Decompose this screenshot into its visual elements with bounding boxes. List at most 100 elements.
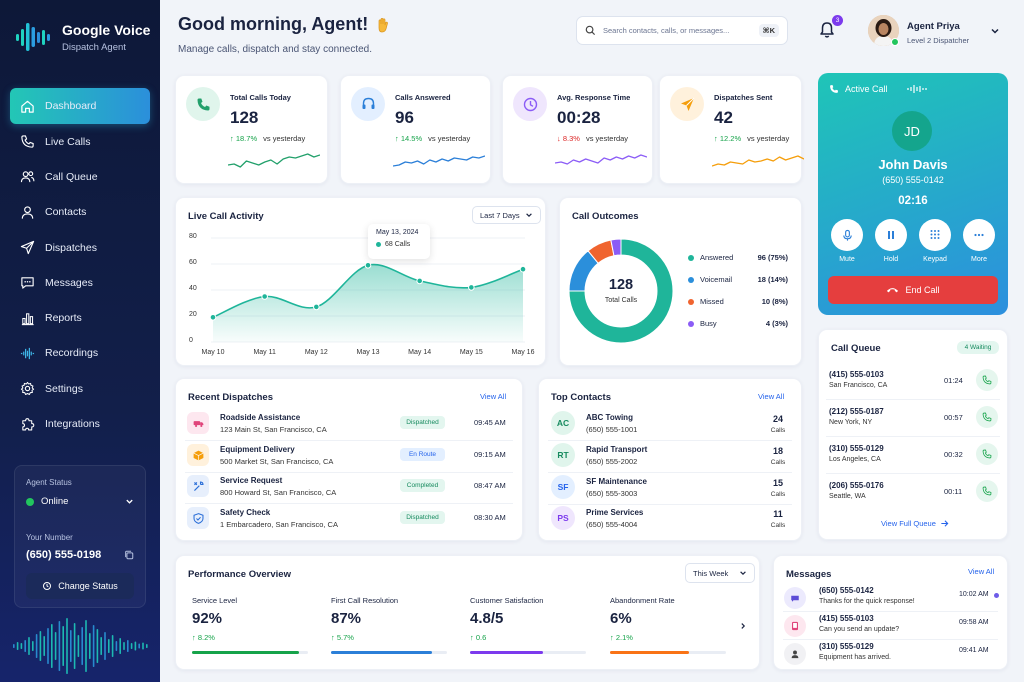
top-contacts-title: Top Contacts xyxy=(551,392,611,403)
contact-name[interactable]: SF Maintenance xyxy=(586,477,647,486)
user-avatar[interactable] xyxy=(868,15,899,46)
mute-label: Mute xyxy=(839,256,855,263)
sidebar-item-recordings[interactable]: Recordings xyxy=(10,336,150,371)
dispatches-view-all-link[interactable]: View All xyxy=(480,392,507,401)
contacts-view-all-link[interactable]: View All xyxy=(758,392,785,401)
package-icon xyxy=(187,444,209,466)
arrow-up-icon: ↑ xyxy=(192,633,198,642)
sidebar-item-dashboard[interactable]: Dashboard xyxy=(10,88,150,124)
notification-bell-icon[interactable] xyxy=(817,20,837,40)
queue-waiting-badge: 4 Waiting xyxy=(957,341,999,354)
message-sender[interactable]: (310) 555-0129 xyxy=(819,642,874,651)
stat-card-dispatches-sent: Dispatches Sent 42 ↑ 12.2% vs yesterday xyxy=(659,75,804,184)
queue-answer-button[interactable] xyxy=(976,369,998,391)
queue-answer-button[interactable] xyxy=(976,406,998,428)
tooltip-dot xyxy=(376,242,381,247)
keypad-button[interactable] xyxy=(919,219,951,251)
mute-button[interactable] xyxy=(831,219,863,251)
brand[interactable]: Google Voice Dispatch Agent xyxy=(14,20,150,54)
stat-card-total-calls-today: Total Calls Today 128 ↑ 18.7% vs yesterday xyxy=(175,75,328,184)
sidebar-item-integrations[interactable]: Integrations xyxy=(10,406,150,441)
x-axis-tick: May 10 xyxy=(201,349,225,356)
chevron-right-icon[interactable] xyxy=(739,622,747,630)
sidebar-item-label: Reports xyxy=(45,312,82,325)
phone-icon xyxy=(830,85,838,93)
donut-slice-busy[interactable] xyxy=(610,238,622,257)
copy-icon[interactable] xyxy=(124,550,134,560)
headset-icon xyxy=(351,87,385,121)
message-time: 09:41 AM xyxy=(959,647,989,654)
truck-icon xyxy=(187,412,209,434)
search-input[interactable] xyxy=(603,26,752,35)
donut-slice-answered[interactable] xyxy=(568,238,674,344)
stat-delta-caption: vs yesterday xyxy=(585,134,629,143)
queue-answer-button[interactable] xyxy=(976,443,998,465)
sidebar-item-reports[interactable]: Reports xyxy=(10,300,150,335)
stat-label: Total Calls Today xyxy=(230,93,291,102)
user-avatar-image xyxy=(868,15,899,46)
data-point[interactable] xyxy=(209,314,217,321)
stat-delta: ↓ 8.3% vs yesterday xyxy=(557,134,628,143)
dispatch-title[interactable]: Service Request xyxy=(220,476,283,485)
brand-subtitle: Dispatch Agent xyxy=(62,41,126,53)
messages-view-all-link[interactable]: View All xyxy=(968,567,995,576)
contact-name[interactable]: Prime Services xyxy=(586,508,644,517)
dispatch-status-badge: Dispatched xyxy=(400,416,445,429)
legend-value: 4 (3%) xyxy=(765,319,788,328)
metric-delta: ↑ 5.7% xyxy=(331,633,354,642)
sidebar-item-dispatches[interactable]: Dispatches xyxy=(10,230,150,265)
message-sender[interactable]: (415) 555-0103 xyxy=(819,614,874,623)
data-point[interactable] xyxy=(364,262,372,269)
queue-caller-phone: (310) 555-0129 xyxy=(829,444,884,453)
search-bar[interactable]: ⌘K xyxy=(576,16,788,45)
sidebar-item-messages[interactable]: Messages xyxy=(10,265,150,300)
queue-caller-phone: (212) 555-0187 xyxy=(829,407,884,416)
end-call-button[interactable]: End Call xyxy=(828,276,998,304)
dispatch-title[interactable]: Roadside Assistance xyxy=(220,413,301,422)
call-outcomes-title: Call Outcomes xyxy=(572,211,639,222)
data-point[interactable] xyxy=(468,284,475,291)
metric-delta: ↑ 8.2% xyxy=(192,633,215,642)
microphone-icon xyxy=(842,229,852,241)
person-icon xyxy=(784,643,806,665)
arrow-up-icon: ↑ xyxy=(331,633,337,642)
stat-delta-value: 8.3% xyxy=(562,134,580,143)
legend-value: 96 (75%) xyxy=(757,253,788,262)
performance-range-dropdown[interactable]: This Week xyxy=(685,563,756,583)
arrow-down-icon: ↓ xyxy=(557,134,563,143)
sidebar-item-settings[interactable]: Settings xyxy=(10,371,150,406)
stat-delta: ↑ 14.5% vs yesterday xyxy=(395,134,470,143)
stat-delta-caption: vs yesterday xyxy=(747,134,790,143)
data-point[interactable] xyxy=(261,293,268,300)
change-status-button[interactable]: Change Status xyxy=(26,573,134,599)
legend-item-missed: Missed 10 (8%) xyxy=(688,297,788,306)
message-time: 09:58 AM xyxy=(959,619,989,626)
queue-answer-button[interactable] xyxy=(976,480,998,502)
more-button[interactable] xyxy=(963,219,995,251)
data-point[interactable] xyxy=(519,265,527,273)
date-range-dropdown[interactable]: Last 7 Days xyxy=(472,206,541,224)
data-point[interactable] xyxy=(313,303,320,311)
dispatch-status-badge: Completed xyxy=(400,479,445,492)
contact-name[interactable]: ABC Towing xyxy=(586,413,633,422)
agent-status-select[interactable]: Online xyxy=(26,496,134,507)
message-sender[interactable]: (650) 555-0142 xyxy=(819,586,874,595)
contact-name[interactable]: Rapid Transport xyxy=(586,445,648,454)
call-queue-card: Call Queue 4 Waiting xyxy=(818,329,1008,540)
legend-label: Missed xyxy=(700,297,724,306)
sidebar-item-contacts[interactable]: Contacts xyxy=(10,195,150,230)
sidebar-item-live-calls[interactable]: Live Calls xyxy=(10,124,150,159)
chevron-down-icon[interactable] xyxy=(990,26,1000,36)
sidebar-item-call-queue[interactable]: Call Queue xyxy=(10,159,150,194)
stat-sparkline xyxy=(712,155,804,167)
dispatch-title[interactable]: Safety Check xyxy=(220,508,271,517)
view-full-queue-link[interactable]: View Full Queue xyxy=(881,519,949,528)
contact-avatar: SF xyxy=(551,475,575,499)
hold-button[interactable] xyxy=(875,219,907,251)
dispatch-title[interactable]: Equipment Delivery xyxy=(220,445,295,454)
data-point[interactable] xyxy=(416,277,423,285)
more-dots-icon xyxy=(974,233,984,237)
x-axis-tick: May 12 xyxy=(304,349,328,356)
stat-sparkline xyxy=(393,155,485,167)
contact-phone: (650) 555-3003 xyxy=(586,489,638,498)
